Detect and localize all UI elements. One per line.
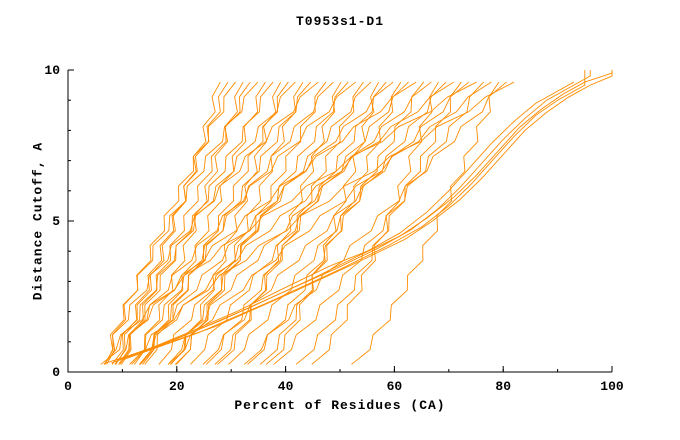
model-curve [106,81,236,365]
x-tick-label: 100 [600,379,624,394]
model-curve [115,81,296,365]
model-curve [167,81,282,365]
model-curve [114,81,417,365]
model-curve [202,81,470,365]
model-curve [295,81,462,365]
model-curve [228,81,447,365]
model-curve [104,81,259,365]
model-curve [100,81,221,365]
model-curve [243,81,507,365]
outlier-model-curve [105,81,575,364]
model-curve [174,81,304,365]
model-curve [167,81,432,365]
x-tick-label: 0 [64,379,72,394]
model-curve [247,81,425,365]
x-tick-label: 60 [387,379,403,394]
y-tick-label: 10 [44,63,60,78]
outlier-model-curve [127,70,613,358]
x-tick-label: 80 [495,379,511,394]
model-curve [158,81,372,365]
model-curve [144,81,289,365]
model-curve [351,81,500,365]
model-curve [139,81,394,365]
y-tick-label: 5 [52,214,60,229]
model-curve [103,81,477,365]
model-curve [259,81,402,365]
model-curve [140,81,266,365]
model-curve [217,81,342,365]
outlier-model-curve [116,70,613,361]
model-curve [273,81,484,365]
model-curve [138,81,454,365]
x-axis-label: Percent of Residues (CA) [234,398,446,413]
model-curve [169,81,492,365]
outlier-model-curve [122,70,586,361]
model-curve [142,81,311,365]
x-tick-label: 40 [278,379,294,394]
model-curve [118,81,357,365]
model-curve [205,81,387,365]
model-curve [104,81,319,365]
model-curve [111,81,229,365]
x-tick-label: 20 [169,379,185,394]
y-tick-label: 0 [52,365,60,380]
chart-title: T0953s1-D1 [295,14,384,29]
model-curve [131,81,515,365]
model-curve [265,81,380,365]
model-curve [134,81,334,365]
